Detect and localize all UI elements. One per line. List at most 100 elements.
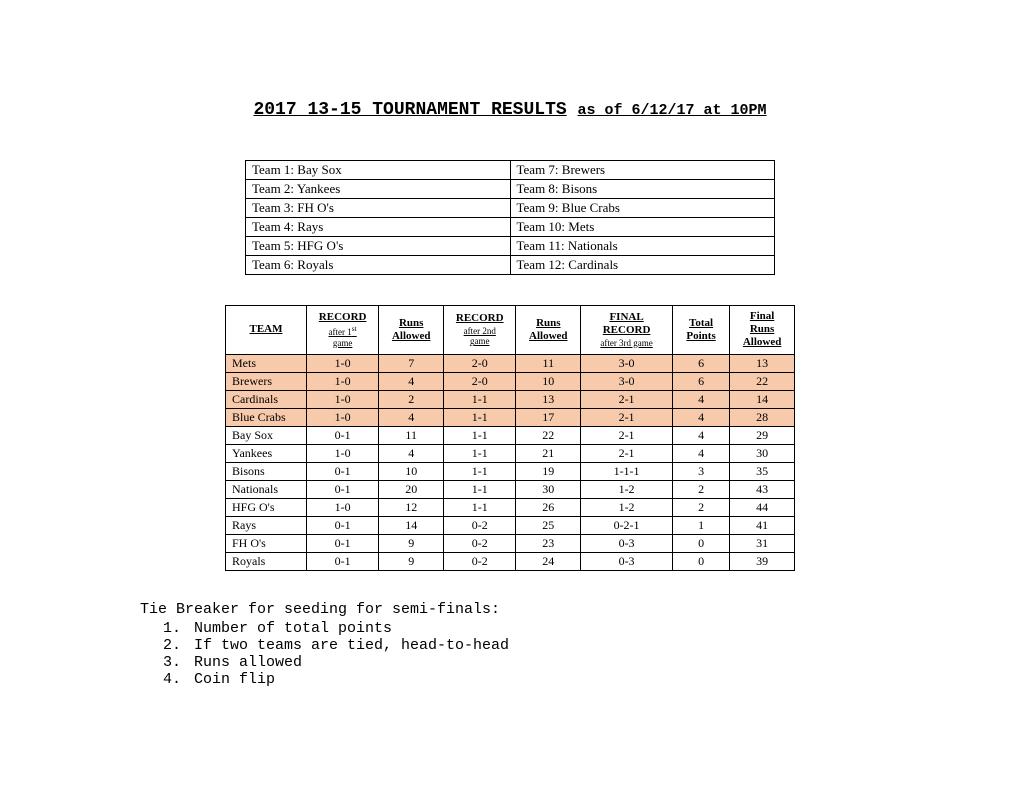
header-record2-sub2: game bbox=[446, 336, 513, 347]
record2: 1-1 bbox=[444, 480, 516, 498]
teams-row: Team 6: RoyalsTeam 12: Cardinals bbox=[246, 256, 775, 275]
tiebreaker-list: Number of total pointsIf two teams are t… bbox=[140, 620, 880, 688]
record2: 2-0 bbox=[444, 354, 516, 372]
teams-row: Team 3: FH O'sTeam 9: Blue Crabs bbox=[246, 199, 775, 218]
header-row: TEAM RECORD after 1st game Runs Allowed … bbox=[226, 306, 795, 355]
total-points: 0 bbox=[672, 552, 729, 570]
team-left: Team 1: Bay Sox bbox=[246, 161, 511, 180]
title-sub: as of 6/12/17 at 10PM bbox=[578, 102, 767, 119]
team-right: Team 7: Brewers bbox=[510, 161, 775, 180]
header-final-a: FINAL bbox=[609, 311, 643, 323]
table-row: Nationals0-1201-1301-2243 bbox=[226, 480, 795, 498]
runs-allowed2: 23 bbox=[516, 534, 581, 552]
header-record1-main: RECORD bbox=[319, 311, 367, 323]
final-record: 1-2 bbox=[581, 498, 673, 516]
table-row: HFG O's1-0121-1261-2244 bbox=[226, 498, 795, 516]
header-record1: RECORD after 1st game bbox=[306, 306, 378, 355]
record1: 1-0 bbox=[306, 444, 378, 462]
team-right: Team 10: Mets bbox=[510, 218, 775, 237]
runs-allowed1: 12 bbox=[379, 498, 444, 516]
final-runs-allowed: 44 bbox=[730, 498, 795, 516]
record2: 0-2 bbox=[444, 552, 516, 570]
table-row: Rays0-1140-2250-2-1141 bbox=[226, 516, 795, 534]
runs-allowed1: 9 bbox=[379, 534, 444, 552]
record2: 0-2 bbox=[444, 516, 516, 534]
team-right: Team 9: Blue Crabs bbox=[510, 199, 775, 218]
teams-row: Team 2: YankeesTeam 8: Bisons bbox=[246, 180, 775, 199]
tiebreaker-section: Tie Breaker for seeding for semi-finals:… bbox=[140, 601, 880, 688]
table-row: FH O's0-190-2230-3031 bbox=[226, 534, 795, 552]
team-left: Team 4: Rays bbox=[246, 218, 511, 237]
runs-allowed2: 11 bbox=[516, 354, 581, 372]
final-runs-allowed: 28 bbox=[730, 408, 795, 426]
team-name: Yankees bbox=[226, 444, 307, 462]
team-name: HFG O's bbox=[226, 498, 307, 516]
team-right: Team 11: Nationals bbox=[510, 237, 775, 256]
results-table-body: Mets1-072-0113-0613Brewers1-042-0103-062… bbox=[226, 354, 795, 570]
teams-row: Team 1: Bay SoxTeam 7: Brewers bbox=[246, 161, 775, 180]
team-right: Team 8: Bisons bbox=[510, 180, 775, 199]
header-final-runs: Final Runs Allowed bbox=[730, 306, 795, 355]
final-runs-allowed: 29 bbox=[730, 426, 795, 444]
team-left: Team 3: FH O's bbox=[246, 199, 511, 218]
record1: 1-0 bbox=[306, 354, 378, 372]
total-points: 4 bbox=[672, 408, 729, 426]
table-row: Bisons0-1101-1191-1-1335 bbox=[226, 462, 795, 480]
header-team: TEAM bbox=[226, 306, 307, 355]
record2: 1-1 bbox=[444, 408, 516, 426]
final-record: 1-1-1 bbox=[581, 462, 673, 480]
runs-allowed2: 21 bbox=[516, 444, 581, 462]
final-record: 2-1 bbox=[581, 390, 673, 408]
record2: 1-1 bbox=[444, 444, 516, 462]
final-record: 3-0 bbox=[581, 372, 673, 390]
final-runs-allowed: 30 bbox=[730, 444, 795, 462]
team-left: Team 2: Yankees bbox=[246, 180, 511, 199]
header-runs1-a: Runs bbox=[399, 317, 423, 329]
team-right: Team 12: Cardinals bbox=[510, 256, 775, 275]
record2: 1-1 bbox=[444, 390, 516, 408]
team-left: Team 5: HFG O's bbox=[246, 237, 511, 256]
team-name: Bay Sox bbox=[226, 426, 307, 444]
runs-allowed2: 13 bbox=[516, 390, 581, 408]
runs-allowed1: 11 bbox=[379, 426, 444, 444]
runs-allowed1: 20 bbox=[379, 480, 444, 498]
record2: 0-2 bbox=[444, 534, 516, 552]
header-fruns-c: Allowed bbox=[743, 336, 782, 348]
header-runs2: Runs Allowed bbox=[516, 306, 581, 355]
teams-row: Team 4: RaysTeam 10: Mets bbox=[246, 218, 775, 237]
page-title: 2017 13-15 TOURNAMENT RESULTS as of 6/12… bbox=[140, 100, 880, 120]
team-name: Cardinals bbox=[226, 390, 307, 408]
teams-table: Team 1: Bay SoxTeam 7: BrewersTeam 2: Ya… bbox=[245, 160, 775, 275]
record2: 2-0 bbox=[444, 372, 516, 390]
header-runs2-a: Runs bbox=[536, 317, 560, 329]
header-record2-main: RECORD bbox=[456, 312, 504, 324]
total-points: 4 bbox=[672, 426, 729, 444]
final-runs-allowed: 39 bbox=[730, 552, 795, 570]
tiebreaker-item: If two teams are tied, head-to-head bbox=[190, 637, 880, 654]
final-record: 1-2 bbox=[581, 480, 673, 498]
record1: 0-1 bbox=[306, 426, 378, 444]
record1: 0-1 bbox=[306, 552, 378, 570]
runs-allowed1: 4 bbox=[379, 444, 444, 462]
total-points: 6 bbox=[672, 372, 729, 390]
header-points-b: Points bbox=[686, 330, 715, 342]
total-points: 4 bbox=[672, 390, 729, 408]
final-record: 2-1 bbox=[581, 426, 673, 444]
header-record1-sub2: game bbox=[309, 338, 376, 349]
record1: 1-0 bbox=[306, 390, 378, 408]
final-runs-allowed: 22 bbox=[730, 372, 795, 390]
tiebreaker-item: Runs allowed bbox=[190, 654, 880, 671]
final-record: 2-1 bbox=[581, 408, 673, 426]
runs-allowed2: 24 bbox=[516, 552, 581, 570]
total-points: 2 bbox=[672, 480, 729, 498]
team-name: Bisons bbox=[226, 462, 307, 480]
team-name: Blue Crabs bbox=[226, 408, 307, 426]
record1: 0-1 bbox=[306, 462, 378, 480]
runs-allowed1: 2 bbox=[379, 390, 444, 408]
team-name: Nationals bbox=[226, 480, 307, 498]
header-runs2-b: Allowed bbox=[529, 330, 568, 342]
final-runs-allowed: 13 bbox=[730, 354, 795, 372]
header-record2-sub: after 2nd bbox=[446, 326, 513, 337]
total-points: 3 bbox=[672, 462, 729, 480]
final-runs-allowed: 41 bbox=[730, 516, 795, 534]
